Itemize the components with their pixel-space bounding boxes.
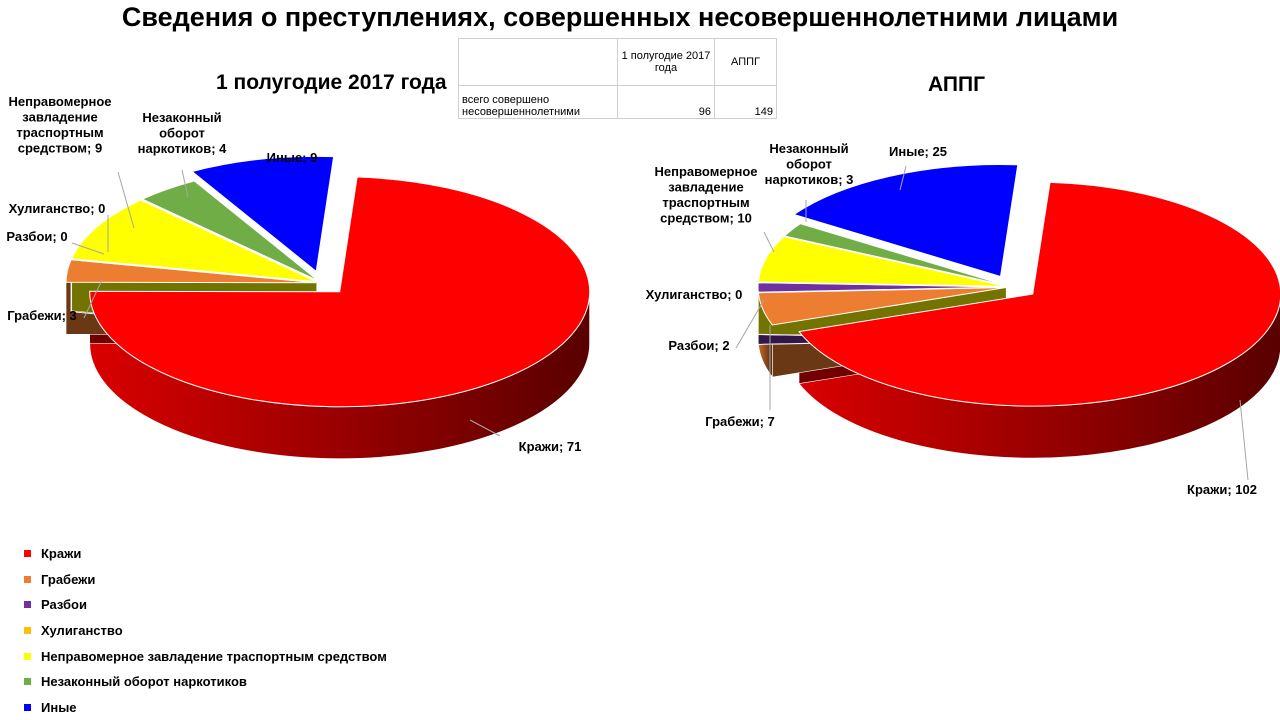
leader-line (181, 169, 189, 198)
data-label: Хулиганство; 0 (9, 201, 106, 216)
legend-swatch (24, 652, 31, 660)
legend-label: Иные (41, 699, 77, 715)
pie-chart-1: Кражи; 71 Грабежи; 3 Разбои; 0 Хулиганство;… (6, 94, 591, 460)
data-label: Неправомерное завладение траспортным средст… (8, 94, 111, 156)
pie-slice-5 (71, 199, 317, 283)
legend-label: Неправомерное завладение траспортным сре… (41, 648, 387, 664)
data-label: Разбои; 2 (668, 338, 729, 353)
chart1-title: 1 полугодие 2017 года (216, 71, 447, 94)
summary-value-period: 96 (617, 85, 715, 119)
data-label: Разбои; 0 (6, 229, 67, 244)
leader-line (117, 171, 135, 229)
pie-slice-7 (191, 155, 335, 273)
legend-label: Грабежи (41, 571, 96, 587)
pie-slice-5 (757, 236, 1007, 287)
legend: Кражи Грабежи Разбои Хулиганство Неправомерн… (24, 541, 387, 720)
page-title: Сведения о преступлениях, совершенных не… (121, 2, 1119, 32)
pie-slice-7 (792, 163, 1019, 278)
legend-item: Грабежи (24, 567, 387, 593)
legend-label: Разбои (41, 597, 87, 613)
data-label: Иные; 9 (267, 150, 318, 165)
legend-item: Иные (24, 695, 387, 720)
legend-swatch (24, 575, 31, 583)
summary-header-period: 1 полугодие 2017 года (617, 38, 715, 86)
data-label: Кражи; 102 (1187, 482, 1257, 497)
data-label: Незаконный оборот наркотиков; 4 (138, 110, 228, 156)
summary-value-appg: 149 (714, 85, 777, 119)
legend-item: Кражи (24, 541, 387, 567)
leader-line (1239, 399, 1249, 481)
legend-swatch (24, 601, 31, 609)
leader-line (71, 242, 105, 255)
pie-chart-2: Кражи; 102 Грабежи; 7 Разбои; 2 Хулиганство… (646, 141, 1280, 497)
legend-item: Незаконный оборот наркотиков (24, 669, 387, 695)
summary-table: 1 полугодие 2017 года АППГ всего соверше… (458, 38, 777, 119)
pie-slice-1 (798, 181, 1280, 407)
legend-label: Хулиганство (41, 623, 123, 639)
pie-slice-6 (783, 223, 1007, 287)
legend-item: Хулиганство (24, 618, 387, 644)
pie-slice-2 (757, 287, 1007, 326)
data-label: Грабежи; 7 (705, 414, 775, 429)
summary-row-label: всего совершено несовершеннолетними (458, 85, 618, 119)
data-label: Хулиганство; 0 (646, 287, 743, 302)
leader-line (763, 231, 775, 253)
legend-label: Незаконный оборот наркотиков (41, 674, 247, 690)
summary-header-appg: АППГ (714, 38, 777, 86)
data-label: Грабежи; 3 (7, 308, 77, 323)
data-label: Неправомерное завладение траспортным средст… (654, 164, 757, 226)
leader-line (469, 419, 501, 437)
data-label: Кражи; 71 (519, 439, 582, 454)
legend-swatch (24, 678, 31, 686)
leader-line (83, 279, 103, 319)
legend-swatch (24, 703, 31, 711)
leader-line (735, 299, 765, 349)
legend-swatch (24, 550, 31, 558)
chart2-title: АППГ (928, 73, 985, 96)
data-label: Незаконный оборот наркотиков; 3 (765, 141, 854, 187)
legend-swatch (24, 627, 31, 635)
data-label: Иные; 25 (889, 144, 947, 159)
legend-item: Разбои (24, 592, 387, 618)
legend-label: Кражи (41, 546, 82, 562)
pie-slice-6 (141, 180, 319, 282)
pie-slice-1 (89, 176, 591, 408)
legend-item: Неправомерное завладение траспортным сре… (24, 643, 387, 669)
leader-line (899, 165, 907, 191)
summary-header-blank (458, 38, 618, 86)
